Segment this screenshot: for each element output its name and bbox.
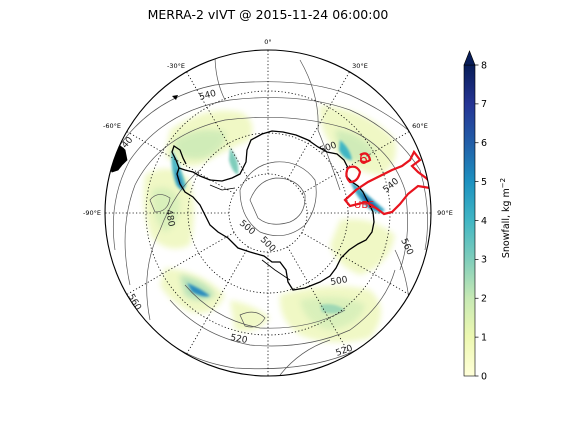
lon-label-m90e: -90°E [83,209,101,217]
map-boundary [104,49,432,377]
peninsula-coastline [171,144,187,169]
colorbar-extend-arrow [463,50,476,66]
longitude-labels: 0° 30°E 60°E 90°E -30°E -60°E -90°E [83,38,453,217]
contour-label: 480 [163,209,176,228]
lon-label-30e: 30°E [352,62,368,70]
colorbar-tick-label: 7 [481,99,487,110]
colorbar-tick-label: 5 [481,177,487,188]
colorbar-tick-label: 1 [481,332,487,343]
colorbar-tick-label: 0 [481,371,487,382]
lon-label-60e: 60°E [412,122,428,130]
contour-lines [105,54,431,376]
colorbar-ticks: 0 1 2 3 4 5 6 7 8 [475,60,487,382]
contour-label: 520 [229,333,248,346]
lon-label-m60e: -60°E [103,122,121,130]
colorbar-tick-label: 2 [481,294,487,305]
region-label-6: 6 [359,152,368,168]
colorbar-tick-label: 6 [481,138,487,149]
colorbar-tick-label: 3 [481,255,487,266]
figure-title: MERRA-2 vIVT @ 2015-11-24 06:00:00 [148,7,389,22]
contour-label: 500 [330,275,349,288]
region-label-ubs: UBS [354,200,374,211]
colorbar: 0 1 2 3 4 5 6 7 8 Snowfall, kg m−2 [463,50,512,382]
lon-label-m30e: -30°E [167,62,185,70]
colorbar-tick-label: 4 [481,216,487,227]
colorbar-tick-label: 8 [481,60,487,71]
colorbar-label: Snowfall, kg m−2 [499,178,512,258]
graticule [105,50,431,376]
polar-map: 540 540 480 500 500 500 500 540 560 560 … [105,50,431,376]
lon-label-0: 0° [264,38,271,46]
lon-label-90e: 90°E [437,209,453,217]
colorbar-gradient [463,64,476,377]
contour-label: 540 [198,89,217,103]
